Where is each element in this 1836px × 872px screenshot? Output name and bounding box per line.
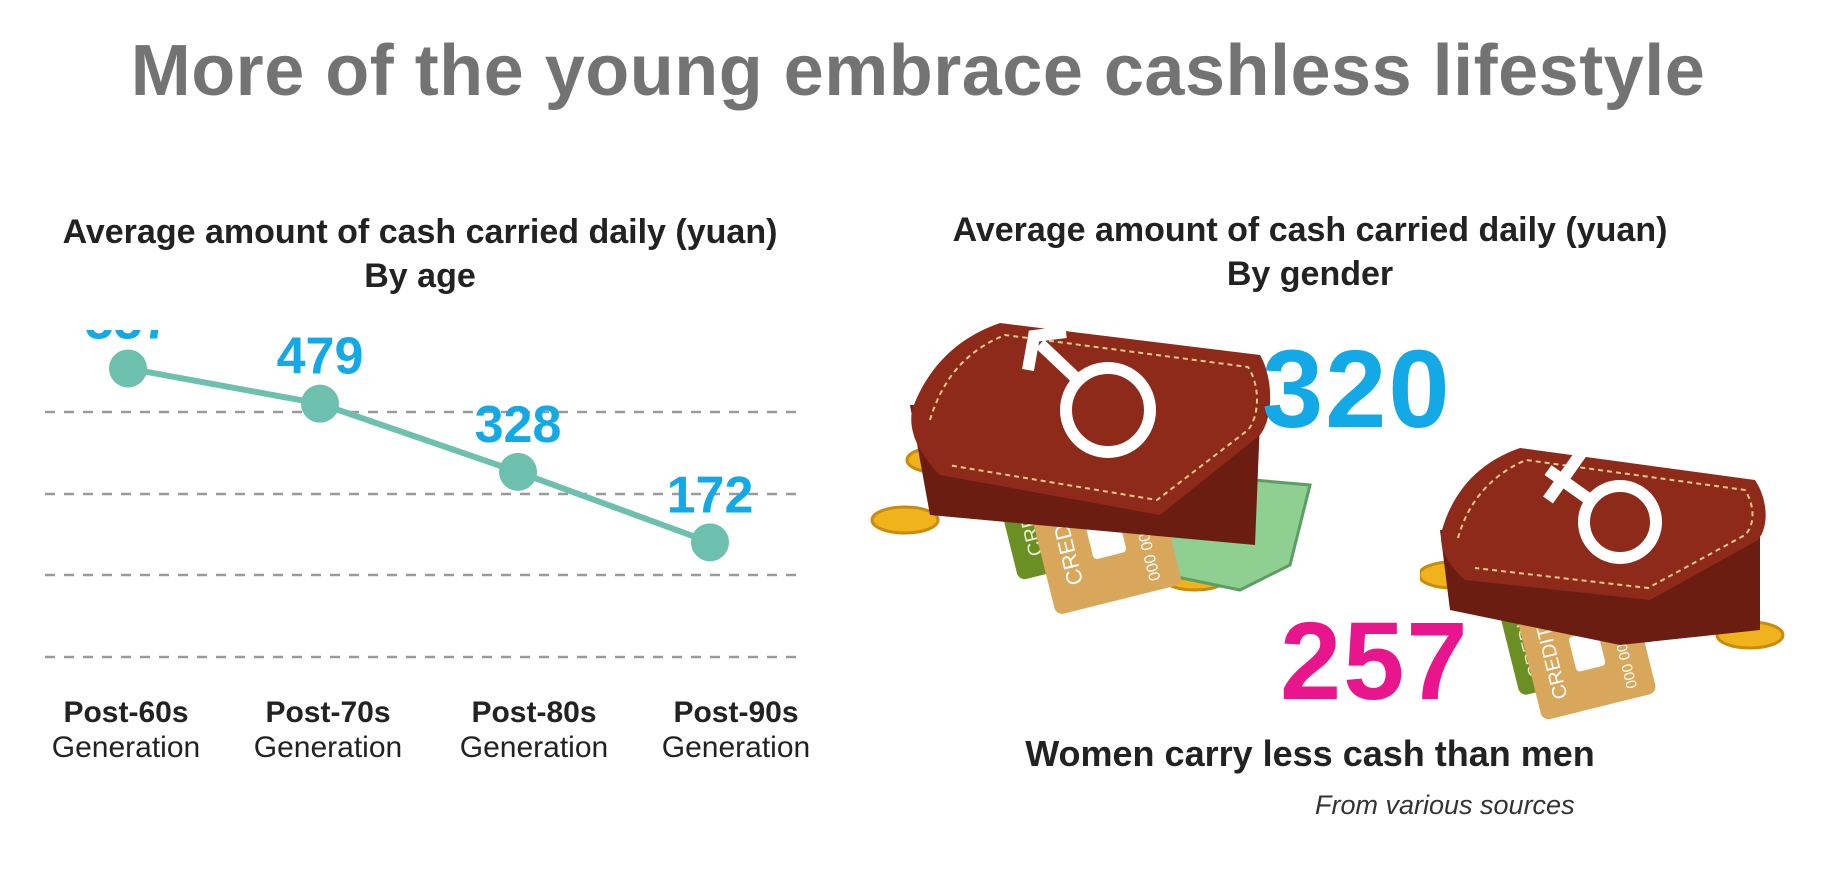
data-point-1 — [301, 384, 339, 423]
male-symbol-icon — [1022, 326, 1156, 458]
category-label-3-line1: Post-90s — [673, 696, 799, 729]
data-point-3 — [691, 523, 729, 562]
gender-chart-subtitle-line2: By gender — [1226, 255, 1394, 293]
data-label-2: 328 — [475, 396, 562, 454]
conclusion-text: Women carry less cash than men — [1025, 733, 1595, 774]
category-label-0-line1: Post-60s — [63, 696, 189, 729]
category-label-1: Post-70s Generation — [228, 695, 428, 765]
female-wallet-illustration: CREDIT CARD CREDIT CARD 000 000 — [1420, 448, 1785, 720]
category-label-0: Post-60s Generation — [26, 695, 226, 765]
category-label-2-line2: Generation — [459, 731, 609, 764]
wallet-stitch-icon — [929, 333, 1258, 502]
source-note: From various sources — [1315, 790, 1575, 820]
series-line — [127, 365, 712, 546]
card-chip-icon — [1569, 630, 1606, 672]
age-line-chart: 557 479 328 172 — [45, 330, 805, 659]
category-label-2-line1: Post-80s — [471, 696, 597, 729]
category-label-3-line2: Generation — [661, 731, 811, 764]
category-label-3: Post-90s Generation — [636, 695, 836, 765]
category-label-1-line1: Post-70s — [265, 696, 391, 729]
data-label-0: 557 — [85, 330, 172, 350]
age-chart-subtitle-line2: By age — [364, 257, 476, 295]
male-value: 320 — [1262, 328, 1452, 451]
data-point-2 — [499, 452, 537, 491]
data-label-3: 172 — [667, 466, 754, 524]
category-label-2: Post-80s Generation — [434, 695, 634, 765]
coin-icon — [870, 505, 940, 535]
category-label-0-line2: Generation — [51, 731, 201, 764]
wallet-front-icon — [911, 323, 1271, 515]
male-wallet-illustration: CREDIT CARD CREDIT CARD 000 000 — [870, 323, 1312, 614]
age-chart-subtitle-line1: Average amount of cash carried daily (yu… — [62, 213, 778, 251]
category-label-1-line2: Generation — [253, 731, 403, 764]
female-symbol-icon — [1543, 448, 1662, 564]
data-point-0 — [109, 349, 147, 388]
page-title: More of the young embrace cashless lifes… — [130, 31, 1706, 111]
gender-chart-subtitle-line1: Average amount of cash carried daily (yu… — [952, 211, 1668, 249]
data-label-1: 479 — [277, 330, 364, 386]
wallet-stitch-icon — [1457, 458, 1754, 590]
age-chart-subtitle: Average amount of cash carried daily (yu… — [20, 210, 820, 298]
wallet-front-icon — [1441, 448, 1766, 600]
gender-chart-subtitle: Average amount of cash carried daily (yu… — [910, 208, 1710, 296]
female-value: 257 — [1280, 600, 1470, 723]
